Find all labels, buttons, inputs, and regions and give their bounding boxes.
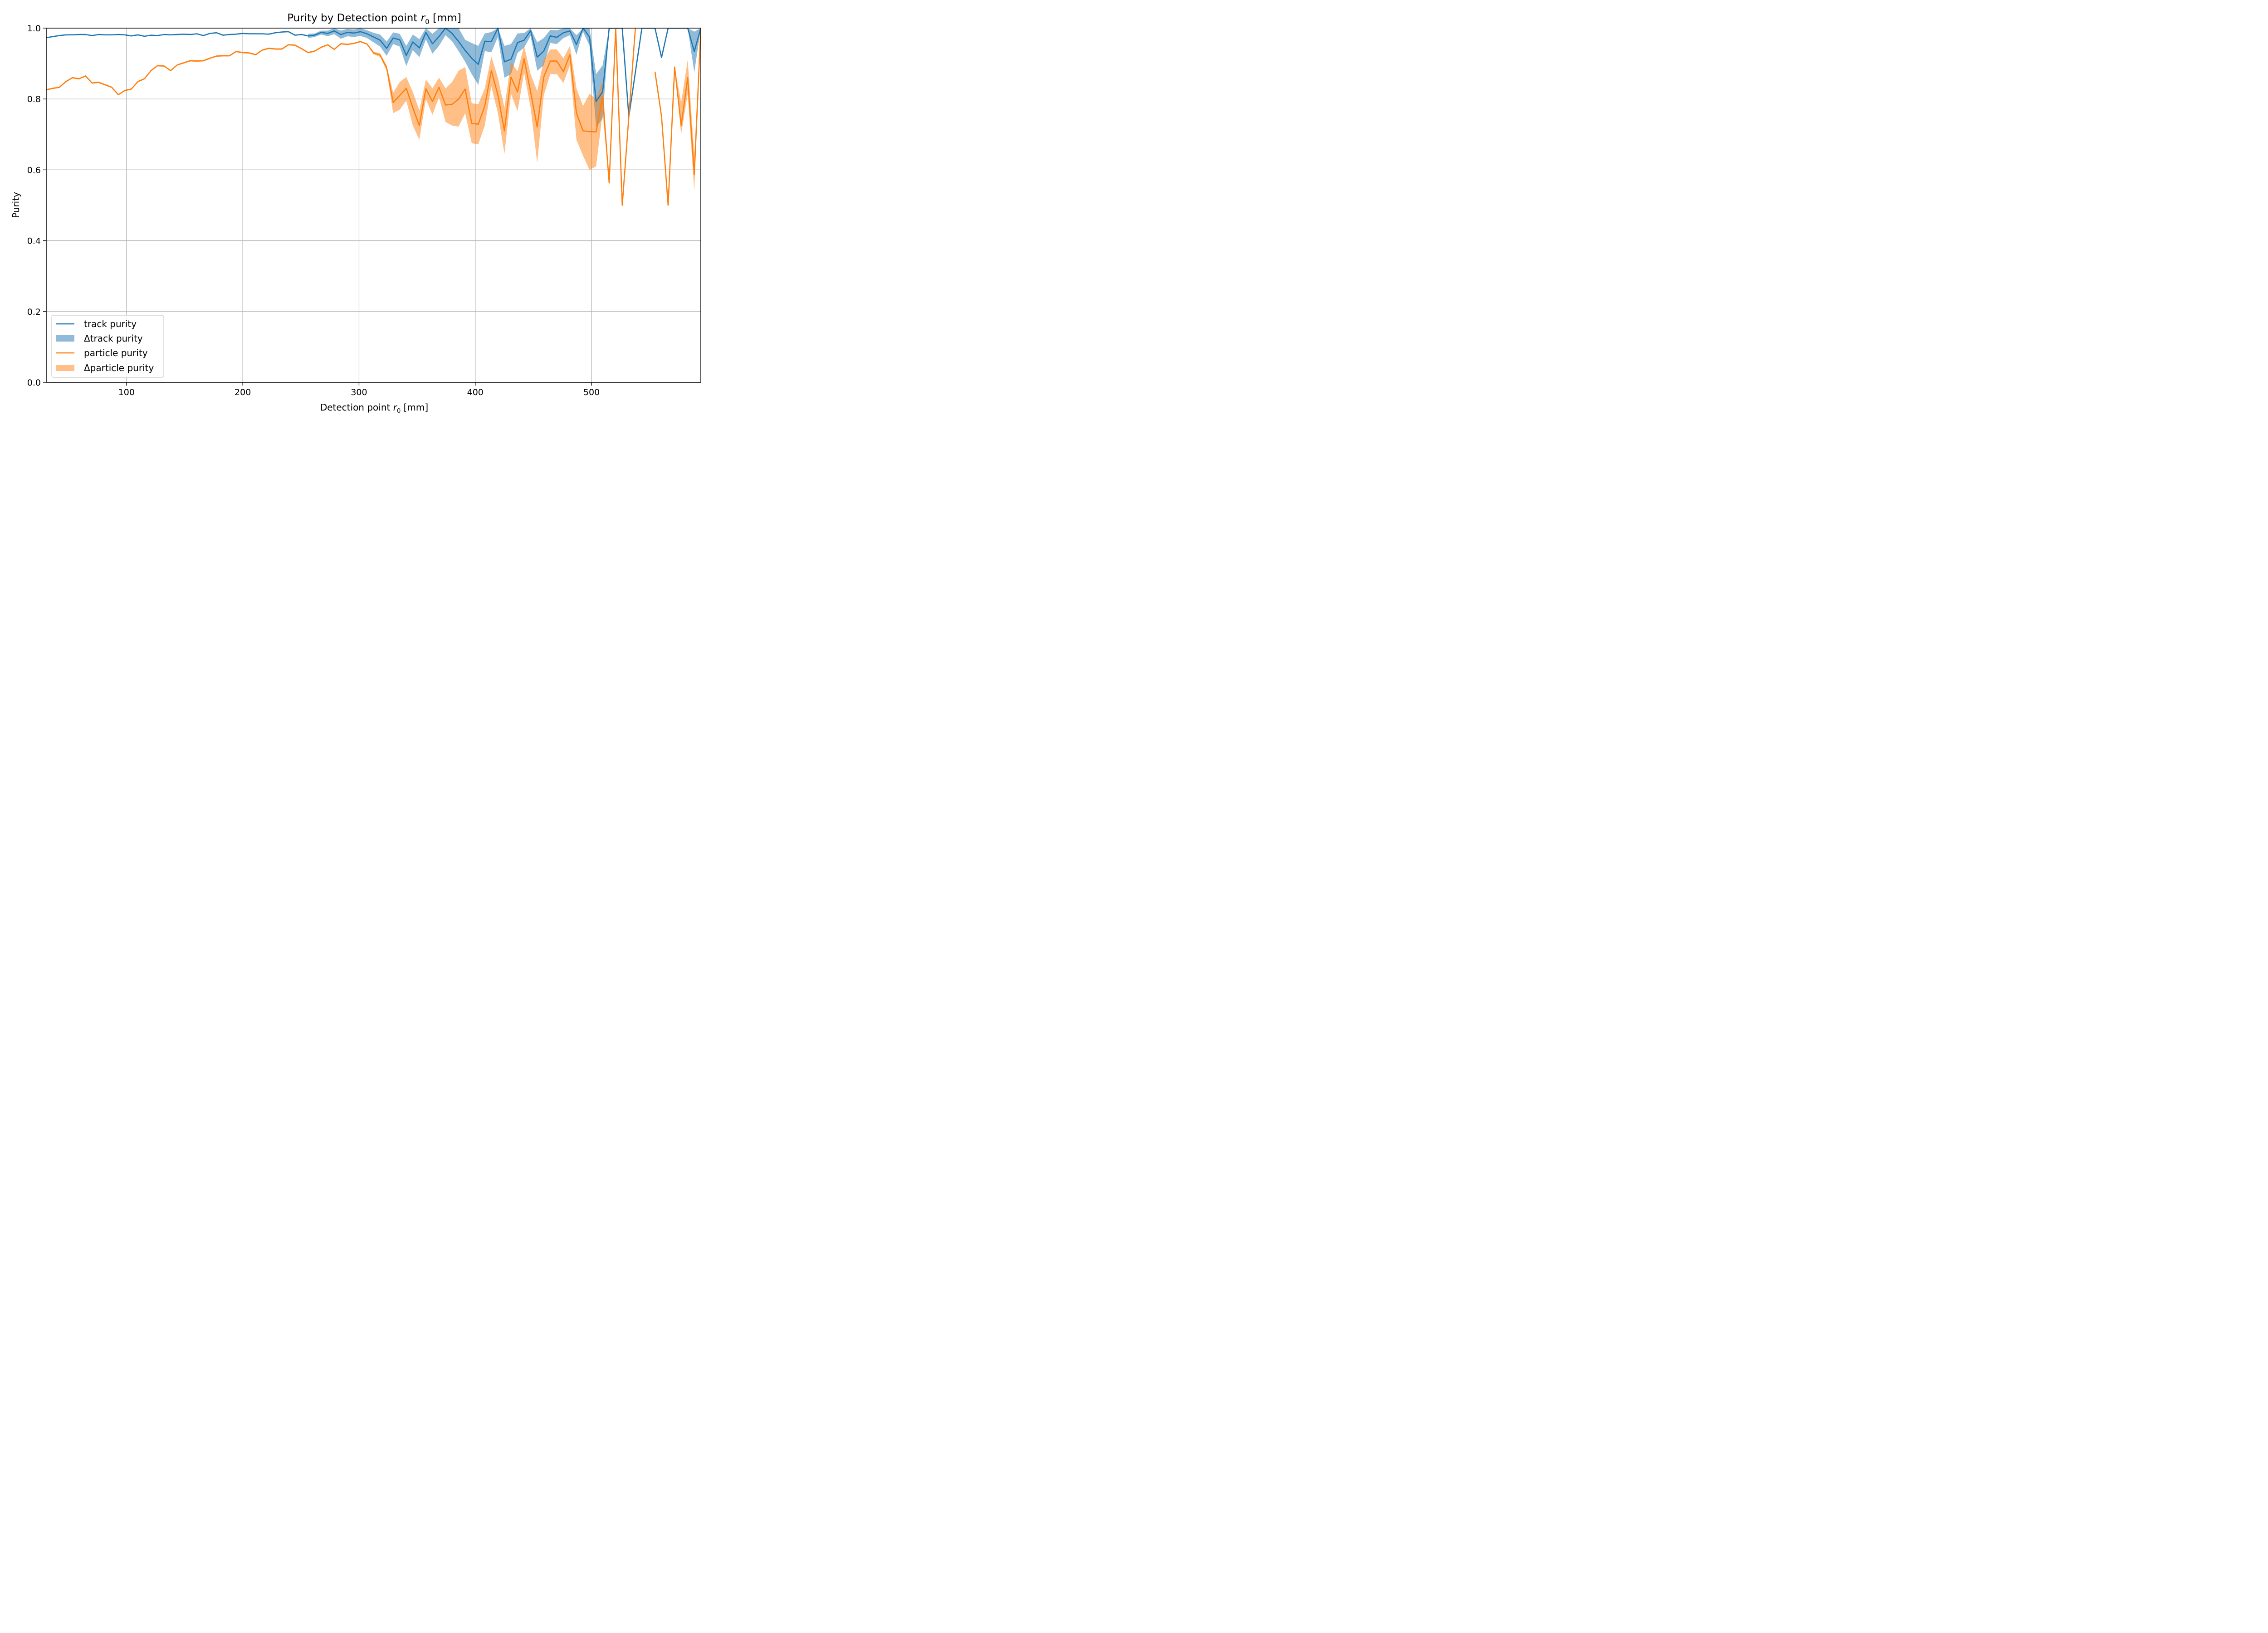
plot-frame xyxy=(46,28,701,383)
x-tick-label: 300 xyxy=(351,387,367,397)
y-tick-label: 0.6 xyxy=(27,165,41,175)
x-axis-label-sub: 0 xyxy=(397,408,401,415)
x-axis-label-main: Detection point xyxy=(320,402,393,413)
chart-title: Purity by Detection point r0 [mm] xyxy=(287,12,461,26)
series-line-particle xyxy=(46,28,636,206)
series-lines xyxy=(46,28,701,206)
x-tick-label: 500 xyxy=(583,387,600,397)
legend: track purity Δtrack purity particle puri… xyxy=(51,315,164,378)
y-tick-label: 0.0 xyxy=(27,378,41,388)
y-tick-label: 0.2 xyxy=(27,307,41,317)
x-tick-label: 100 xyxy=(118,387,135,397)
x-axis-label: Detection point r0 [mm] xyxy=(320,402,428,415)
legend-box xyxy=(51,315,164,378)
legend-swatch-track-band xyxy=(56,335,74,342)
chart-title-main: Purity by Detection point xyxy=(287,12,420,24)
y-tick-label: 1.0 xyxy=(27,24,41,34)
series-line-track xyxy=(46,28,701,117)
x-axis-label-unit: [mm] xyxy=(401,402,428,413)
chart-title-sub: 0 xyxy=(425,18,430,26)
chart-figure: Purity by Detection point r0 [mm] 100 200… xyxy=(0,0,711,427)
x-axis-label-var: r xyxy=(393,402,398,413)
legend-label-particle: particle purity xyxy=(84,347,148,358)
legend-label-particle-band: Δparticle purity xyxy=(84,362,154,373)
x-tick-label: 400 xyxy=(467,387,484,397)
legend-label-track: track purity xyxy=(84,318,137,329)
y-tick-label: 0.4 xyxy=(27,236,41,246)
legend-swatch-particle-band xyxy=(56,365,74,371)
legend-label-track-band: Δtrack purity xyxy=(84,333,143,344)
axis-ticks: 100 200 300 400 500 0.0 0.2 0.4 0.6 0.8 1.0 xyxy=(27,24,600,397)
series-line-particle xyxy=(654,28,701,206)
y-tick-label: 0.8 xyxy=(27,94,41,104)
x-tick-label: 200 xyxy=(235,387,251,397)
chart-title-var: r xyxy=(421,12,426,24)
chart-svg: Purity by Detection point r0 [mm] 100 200… xyxy=(0,0,711,427)
chart-title-unit: [mm] xyxy=(430,12,461,24)
band-particle xyxy=(46,28,635,205)
y-axis-label: Purity xyxy=(10,192,21,218)
